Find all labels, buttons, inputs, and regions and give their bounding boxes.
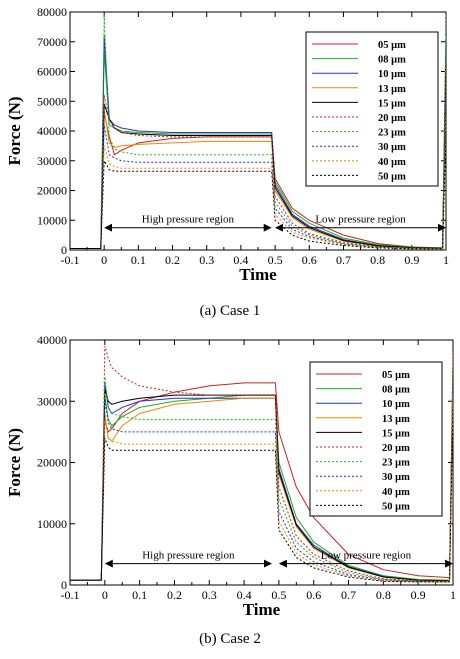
x-tick-label: 0.1 [131, 253, 146, 267]
legend-entry-1: 05 μm [378, 40, 406, 51]
x-tick-label: 0.5 [271, 588, 286, 602]
legend-entry-6: 20 μm [378, 113, 406, 124]
series-line-6 [70, 345, 453, 582]
legend-entry-1: 05 μm [382, 370, 410, 381]
legend-entry-3: 10 μm [382, 399, 410, 410]
y-tick-label: 40000 [37, 333, 67, 347]
x-tick-label: 0.7 [336, 253, 351, 267]
series-line-1 [70, 358, 453, 581]
x-tick-label: 0.6 [306, 588, 321, 602]
x-tick-label: 0.8 [376, 588, 391, 602]
y-tick-label: 10000 [37, 213, 67, 227]
region-label-2: Low pressure region [321, 550, 412, 562]
x-tick-label: 0 [102, 588, 108, 602]
x-tick-label: 0 [101, 253, 107, 267]
y-tick-label: 20000 [37, 184, 67, 198]
y-tick-label: 40000 [37, 124, 67, 138]
y-axis-label: Force (N) [5, 428, 24, 497]
y-tick-label: 10000 [37, 517, 67, 531]
legend-entry-10: 50 μm [378, 171, 406, 182]
legend-entry-2: 08 μm [382, 385, 410, 396]
y-tick-label: 80000 [37, 5, 67, 19]
x-tick-label: 0.3 [199, 253, 214, 267]
legend-entry-9: 40 μm [378, 157, 406, 168]
series-line-9 [70, 116, 446, 250]
series-line-2 [70, 35, 446, 249]
x-tick-label: -0.1 [61, 588, 80, 602]
legend-entry-7: 23 μm [378, 128, 406, 139]
legend-entry-7: 23 μm [382, 458, 410, 469]
legend-entry-3: 10 μm [378, 69, 406, 80]
series-line-1 [70, 62, 446, 249]
y-tick-label: 60000 [37, 65, 67, 79]
series-line-7 [70, 364, 453, 582]
legend-entry-2: 08 μm [378, 55, 406, 66]
legend-box [309, 361, 443, 517]
legend-entry-5: 15 μm [378, 98, 406, 109]
y-tick-label: 20000 [37, 456, 67, 470]
y-tick-label: 0 [61, 243, 67, 257]
x-tick-label: 0.9 [404, 253, 419, 267]
x-tick-label: 0.1 [132, 588, 147, 602]
series-line-9 [70, 395, 453, 583]
x-tick-label: 1 [443, 253, 449, 267]
region-label-2: Low pressure region [315, 214, 406, 226]
x-tick-label: 0.2 [167, 588, 182, 602]
x-tick-label: 0.2 [165, 253, 180, 267]
x-tick-label: 0.8 [370, 253, 385, 267]
legend-entry-10: 50 μm [382, 501, 410, 512]
x-tick-label: 1 [450, 588, 456, 602]
x-tick-label: 0.4 [237, 588, 252, 602]
x-axis-label: Time [239, 265, 277, 284]
y-axis-label: Force (N) [5, 96, 24, 165]
series-group [70, 14, 446, 250]
series-group [70, 345, 453, 583]
legend-entry-6: 20 μm [382, 443, 410, 454]
chart-caption: (a) Case 1 [200, 303, 261, 319]
series-line-10 [70, 130, 446, 250]
series-line-10 [70, 407, 453, 583]
x-tick-label: 0.9 [411, 588, 426, 602]
y-tick-label: 70000 [37, 35, 67, 49]
region-label-1: High pressure region [142, 214, 235, 226]
x-tick-label: 0.3 [202, 588, 217, 602]
legend-entry-5: 15 μm [382, 428, 410, 439]
x-tick-label: -0.1 [61, 253, 80, 267]
x-tick-label: 0.6 [302, 253, 317, 267]
region-label-1: High pressure region [142, 550, 235, 562]
x-tick-label: 0.7 [341, 588, 356, 602]
legend-entry-9: 40 μm [382, 487, 410, 498]
y-tick-label: 0 [61, 578, 67, 592]
series-line-5 [70, 376, 453, 582]
y-tick-label: 50000 [37, 94, 67, 108]
legend-entry-8: 30 μm [382, 472, 410, 483]
chart-2: -0.1 0 0.1 0.2 0.3 0.4 0.5 0.6 0.7 0.8 0.9 10100002… [5, 333, 456, 647]
x-axis-label: Time [243, 600, 281, 619]
legend-box [305, 31, 439, 187]
y-tick-label: 30000 [37, 394, 67, 408]
legend-entry-4: 13 μm [378, 84, 406, 95]
chart-caption: (b) Case 2 [199, 631, 261, 647]
legend-entry-4: 13 μm [382, 414, 410, 425]
chart-1: -0.1 0 0.1 0.2 0.3 0.4 0.5 0.6 0.7 0.8 0.9 10100002… [5, 5, 449, 319]
series-line-8 [70, 382, 453, 583]
x-tick-label: 0.5 [268, 253, 283, 267]
legend-entry-8: 30 μm [378, 142, 406, 153]
series-line-6 [70, 59, 446, 250]
y-tick-label: 30000 [37, 154, 67, 168]
x-tick-label: 0.4 [233, 253, 248, 267]
